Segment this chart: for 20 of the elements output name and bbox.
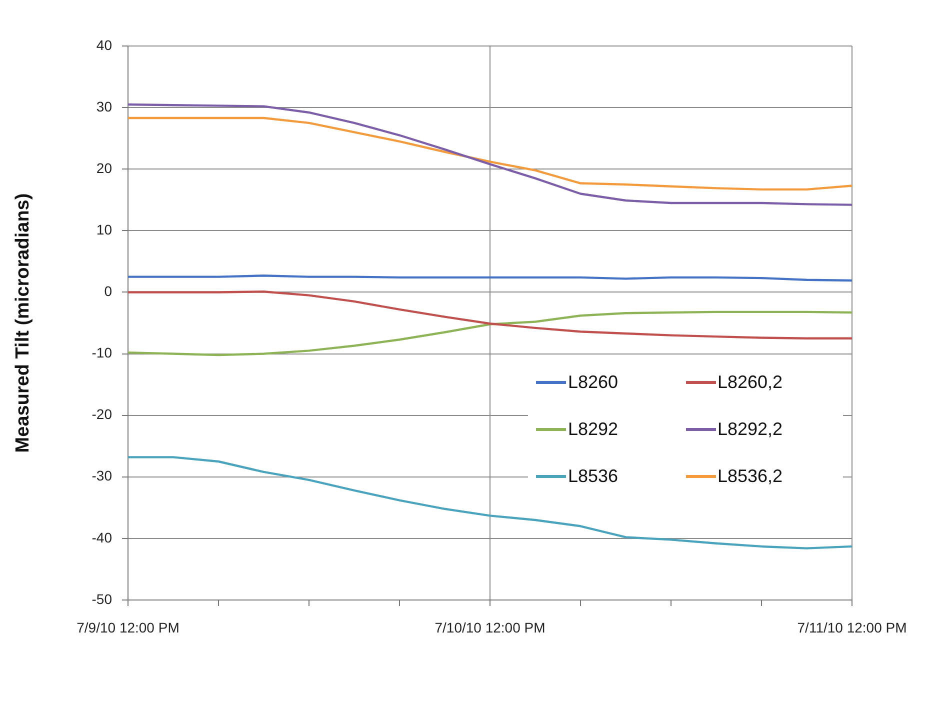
y-tick-label: -20 xyxy=(92,406,112,422)
y-axis-title: Measured Tilt (microradians) xyxy=(12,193,34,453)
y-tick-label: 30 xyxy=(96,98,112,114)
y-tick-label: -30 xyxy=(92,468,112,484)
y-tick-label: -10 xyxy=(92,344,112,361)
legend-label: L8536 xyxy=(568,466,618,487)
x-tick-label: 7/11/10 12:00 PM xyxy=(797,619,907,636)
x-tick-label: 7/9/10 12:00 PM xyxy=(76,619,180,636)
legend-label: L8260 xyxy=(568,372,618,393)
y-tick-label: -40 xyxy=(92,529,112,546)
y-tick-label: 10 xyxy=(96,222,112,238)
legend-label: L8260,2 xyxy=(718,372,783,393)
y-tick-label: 40 xyxy=(96,36,112,53)
y-tick-label: 0 xyxy=(104,283,112,300)
y-tick-label: -50 xyxy=(92,590,112,607)
legend-label: L8536,2 xyxy=(718,466,783,487)
legend-label: L8292,2 xyxy=(718,419,783,440)
y-tick-label: 20 xyxy=(96,160,112,176)
x-tick-label: 7/10/10 12:00 PM xyxy=(434,619,546,636)
legend-label: L8292 xyxy=(568,419,618,440)
